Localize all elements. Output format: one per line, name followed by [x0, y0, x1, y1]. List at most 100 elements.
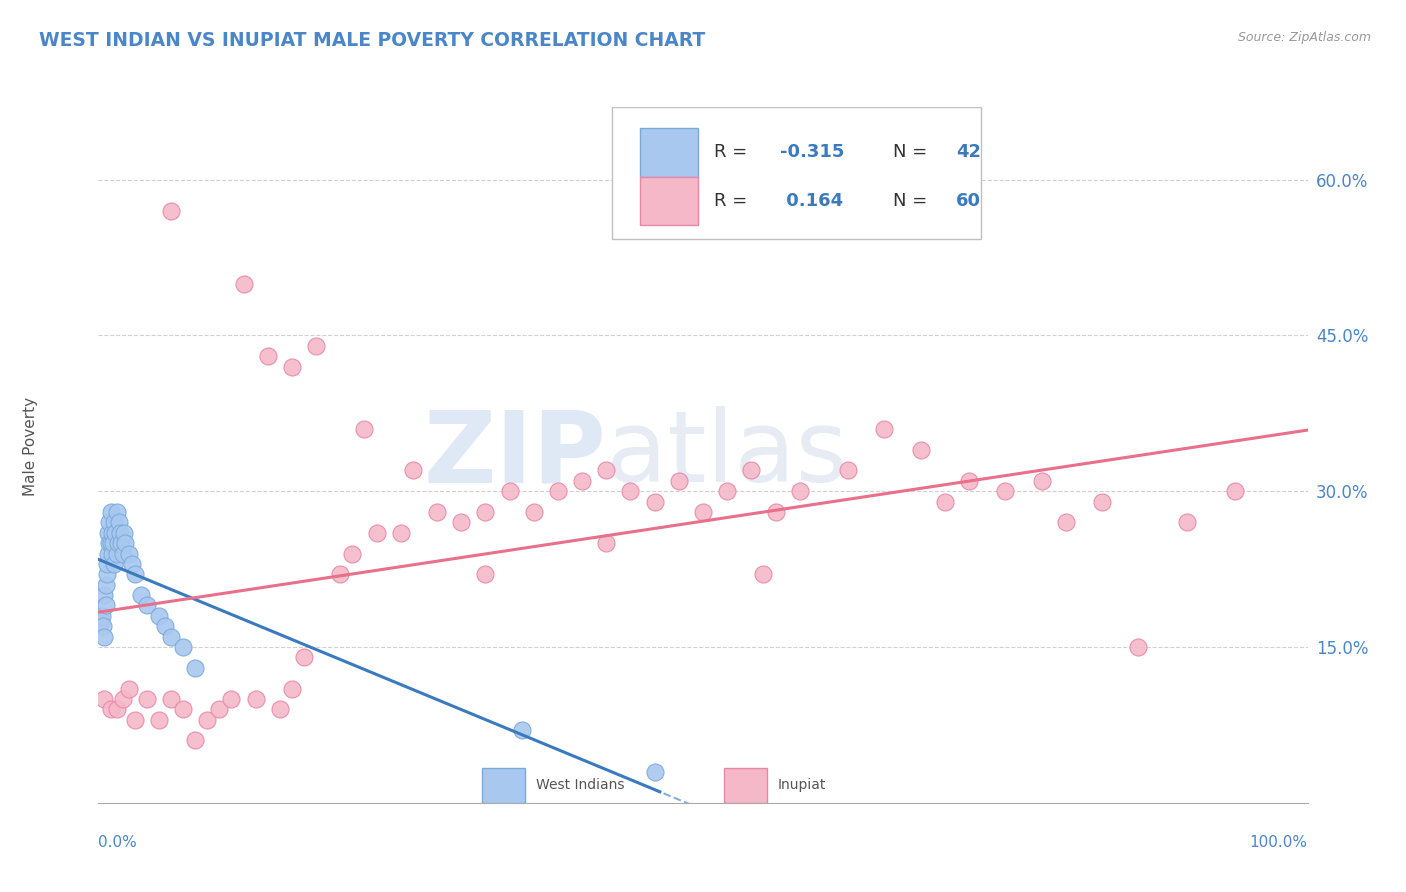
Point: [93, 692, 115, 706]
Point: [692, 505, 714, 519]
Text: -0.315: -0.315: [780, 144, 845, 161]
Point: [172, 702, 194, 716]
Point: [160, 692, 183, 706]
FancyBboxPatch shape: [482, 768, 526, 803]
Point: [108, 525, 131, 540]
Point: [111, 547, 134, 561]
Point: [124, 713, 146, 727]
Point: [269, 702, 291, 716]
Point: [523, 505, 546, 519]
Point: [195, 713, 218, 727]
FancyBboxPatch shape: [612, 107, 981, 239]
Point: [474, 567, 496, 582]
Point: [160, 203, 183, 218]
Point: [474, 505, 496, 519]
Point: [111, 692, 134, 706]
Point: [90, 614, 112, 628]
Point: [245, 692, 267, 706]
Point: [135, 692, 157, 706]
Point: [389, 525, 412, 540]
Text: 60: 60: [956, 192, 981, 210]
Point: [342, 547, 364, 561]
Point: [595, 536, 617, 550]
Point: [98, 536, 121, 550]
Point: [184, 733, 207, 747]
Point: [96, 557, 118, 571]
Point: [135, 599, 157, 613]
Point: [107, 536, 129, 550]
Point: [1054, 516, 1077, 530]
Point: [93, 588, 115, 602]
Point: [281, 681, 304, 696]
Text: 42: 42: [956, 144, 981, 161]
Point: [105, 547, 128, 561]
Point: [232, 277, 254, 291]
Text: Male Poverty: Male Poverty: [24, 396, 38, 496]
Text: ZIP: ZIP: [423, 407, 606, 503]
Point: [837, 463, 859, 477]
FancyBboxPatch shape: [640, 177, 699, 226]
Point: [148, 713, 170, 727]
Point: [100, 505, 122, 519]
Point: [118, 681, 141, 696]
Text: Source: ZipAtlas.com: Source: ZipAtlas.com: [1237, 31, 1371, 45]
Point: [305, 339, 328, 353]
Point: [873, 422, 896, 436]
Point: [1091, 494, 1114, 508]
Point: [93, 630, 115, 644]
Point: [97, 525, 120, 540]
Point: [105, 702, 128, 716]
Point: [114, 536, 136, 550]
Point: [100, 547, 122, 561]
Point: [1128, 640, 1150, 654]
Point: [105, 505, 128, 519]
Point: [994, 484, 1017, 499]
Text: West Indians: West Indians: [536, 779, 624, 792]
Point: [619, 484, 641, 499]
Point: [789, 484, 811, 499]
Point: [184, 661, 207, 675]
Point: [94, 599, 117, 613]
Point: [100, 525, 122, 540]
Point: [1031, 474, 1053, 488]
FancyBboxPatch shape: [640, 128, 699, 177]
Point: [98, 516, 121, 530]
Text: 100.0%: 100.0%: [1250, 836, 1308, 850]
Text: N =: N =: [893, 144, 932, 161]
Point: [716, 484, 738, 499]
Text: atlas: atlas: [606, 407, 848, 503]
Point: [292, 650, 315, 665]
Point: [97, 547, 120, 561]
Point: [153, 619, 176, 633]
Point: [103, 557, 125, 571]
Text: 0.0%: 0.0%: [98, 836, 138, 850]
Point: [426, 505, 449, 519]
Point: [281, 359, 304, 374]
Point: [118, 547, 141, 561]
Point: [402, 463, 425, 477]
Point: [108, 516, 131, 530]
Point: [103, 516, 125, 530]
Point: [644, 764, 666, 779]
Point: [934, 494, 956, 508]
Point: [366, 525, 388, 540]
Text: N =: N =: [893, 192, 932, 210]
Point: [160, 630, 183, 644]
Text: R =: R =: [714, 192, 752, 210]
Text: 0.164: 0.164: [780, 192, 844, 210]
Point: [121, 557, 143, 571]
Point: [668, 474, 690, 488]
Point: [765, 505, 787, 519]
Text: R =: R =: [714, 144, 752, 161]
Point: [329, 567, 352, 582]
Point: [112, 525, 135, 540]
Point: [571, 474, 593, 488]
Point: [752, 567, 775, 582]
Point: [221, 692, 243, 706]
Point: [547, 484, 569, 499]
Point: [256, 349, 278, 363]
Point: [450, 516, 472, 530]
Point: [910, 442, 932, 457]
Point: [498, 484, 520, 499]
Point: [172, 640, 194, 654]
